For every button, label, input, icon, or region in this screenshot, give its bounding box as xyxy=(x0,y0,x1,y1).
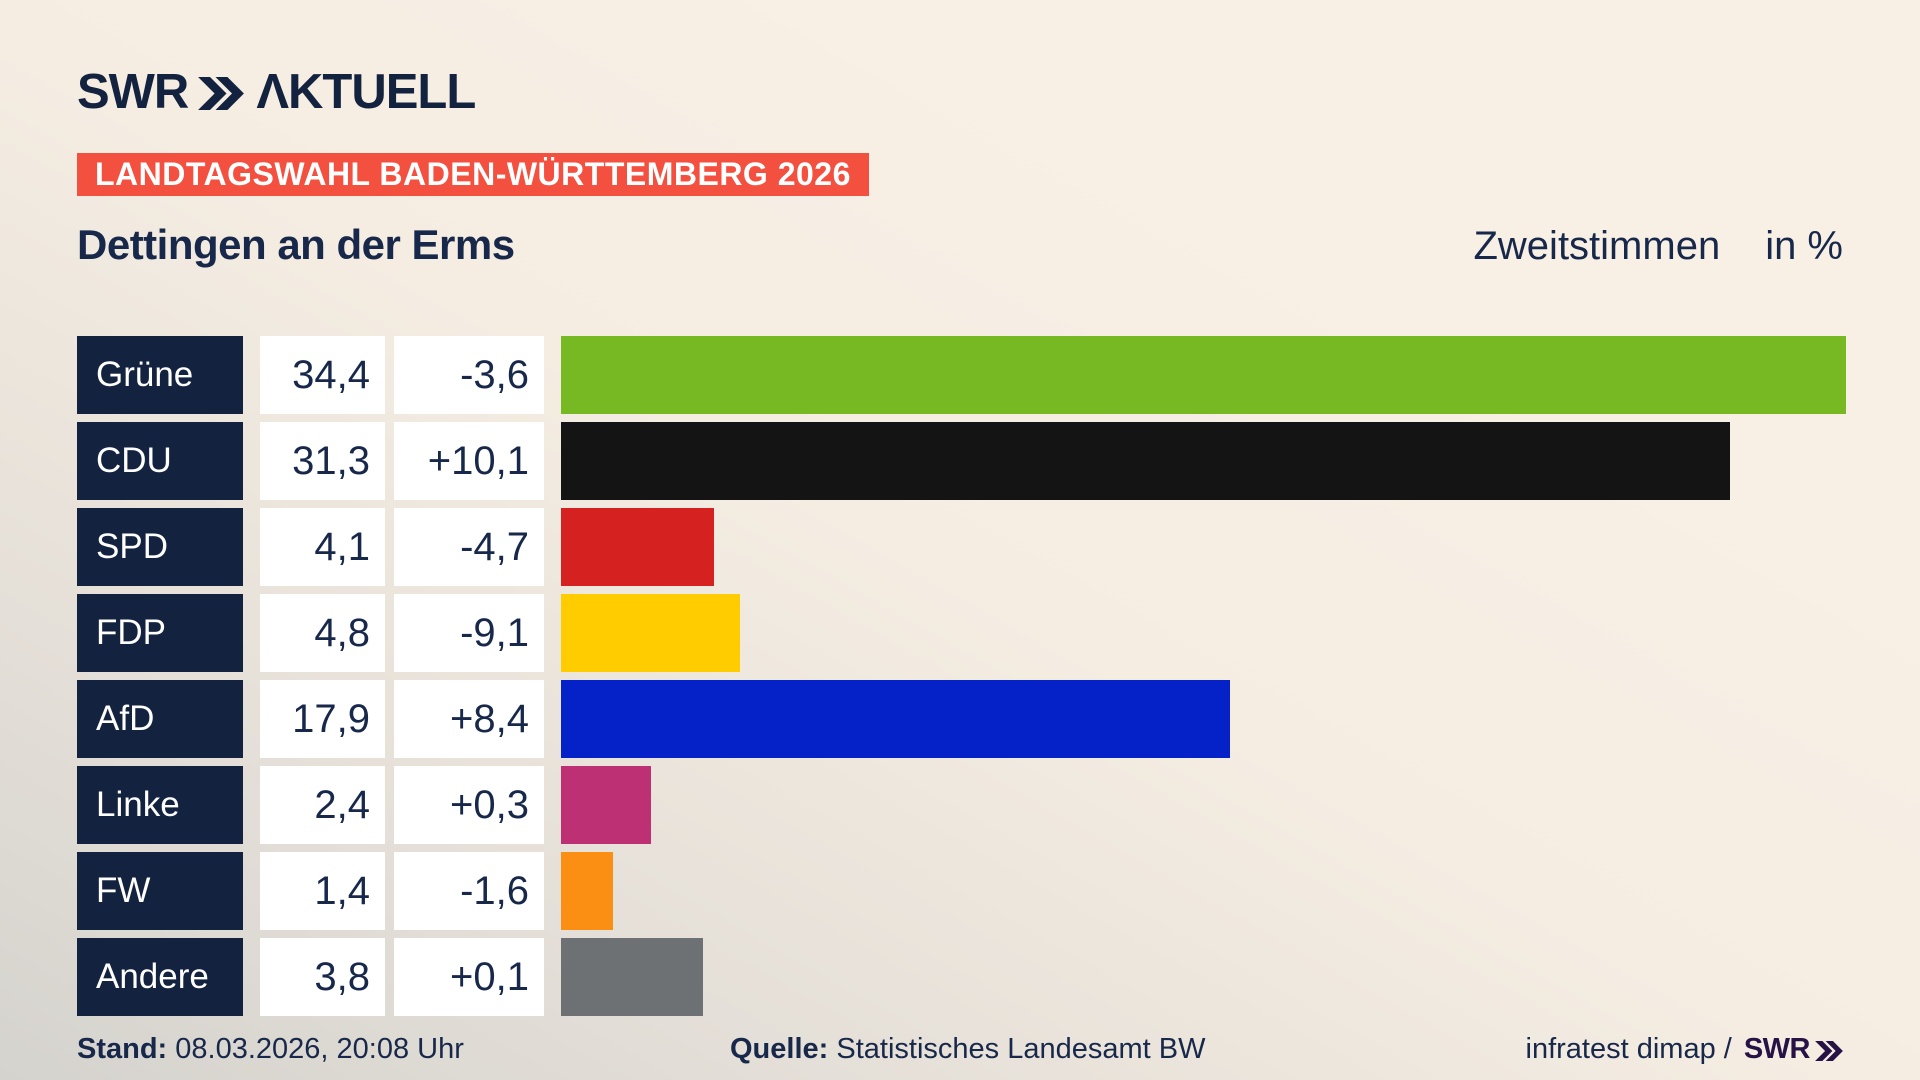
election-banner: LANDTAGSWAHL BADEN-WÜRTTEMBERG 2026 xyxy=(77,153,869,196)
party-change-box: +0,1 xyxy=(394,938,544,1016)
party-label-box: CDU xyxy=(77,422,243,500)
party-value-box: 34,4 xyxy=(260,336,385,414)
party-row: CDU 31,3 +10,1 xyxy=(77,422,1867,500)
party-label-box: AfD xyxy=(77,680,243,758)
party-change: -3,6 xyxy=(460,352,529,397)
party-value-box: 3,8 xyxy=(260,938,385,1016)
party-label-box: FW xyxy=(77,852,243,930)
party-bar-track xyxy=(561,422,1867,500)
party-bar-track xyxy=(561,680,1867,758)
party-change-box: -9,1 xyxy=(394,594,544,672)
party-change: +8,4 xyxy=(450,696,529,741)
party-label: FDP xyxy=(96,613,166,652)
stand-label: Stand: xyxy=(77,1033,168,1065)
party-label-box: Andere xyxy=(77,938,243,1016)
party-bar-track xyxy=(561,336,1867,414)
party-change-box: -3,6 xyxy=(394,336,544,414)
party-bar xyxy=(561,508,714,586)
party-bar xyxy=(561,336,1846,414)
double-chevron-right-icon xyxy=(1810,1039,1843,1061)
party-bar-track xyxy=(561,938,1867,1016)
swr-credit-text: SWR xyxy=(1743,1033,1811,1065)
party-bar xyxy=(561,422,1730,500)
party-bar xyxy=(561,938,703,1016)
vote-type-title: Zweitstimmen in % xyxy=(1473,224,1843,269)
results-bar-chart: Grüne 34,4 -3,6 CDU 31,3 +10,1 SPD 4,1 xyxy=(77,336,1867,1024)
party-value: 31,3 xyxy=(292,438,370,483)
party-row: FDP 4,8 -9,1 xyxy=(77,594,1867,672)
stand-value: 08.03.2026, 20:08 Uhr xyxy=(175,1033,464,1065)
party-label: SPD xyxy=(96,527,168,566)
party-label-box: Linke xyxy=(77,766,243,844)
party-label-box: FDP xyxy=(77,594,243,672)
party-bar xyxy=(561,852,613,930)
unit-label: in % xyxy=(1765,224,1843,268)
party-value: 4,1 xyxy=(314,524,370,569)
party-row: Andere 3,8 +0,1 xyxy=(77,938,1867,1016)
party-row: SPD 4,1 -4,7 xyxy=(77,508,1867,586)
credit-text: infratest dimap / xyxy=(1525,1033,1732,1065)
party-row: AfD 17,9 +8,4 xyxy=(77,680,1867,758)
party-change: -1,6 xyxy=(460,868,529,913)
party-label: FW xyxy=(96,871,151,910)
party-value-box: 4,8 xyxy=(260,594,385,672)
party-change-box: -4,7 xyxy=(394,508,544,586)
party-bar xyxy=(561,594,740,672)
party-bar-track xyxy=(561,766,1867,844)
party-value: 34,4 xyxy=(292,352,370,397)
party-row: FW 1,4 -1,6 xyxy=(77,852,1867,930)
party-row: Grüne 34,4 -3,6 xyxy=(77,336,1867,414)
party-change-box: +0,3 xyxy=(394,766,544,844)
party-value: 3,8 xyxy=(314,954,370,999)
party-row: Linke 2,4 +0,3 xyxy=(77,766,1867,844)
party-label: AfD xyxy=(96,699,155,738)
party-value-box: 31,3 xyxy=(260,422,385,500)
party-value: 17,9 xyxy=(292,696,370,741)
party-label: Grüne xyxy=(96,355,194,394)
party-bar-track xyxy=(561,852,1867,930)
party-value-box: 17,9 xyxy=(260,680,385,758)
party-value: 1,4 xyxy=(314,868,370,913)
title-row: Dettingen an der Erms Zweitstimmen in % xyxy=(77,221,1843,269)
swr-credit-logo: SWR xyxy=(1744,1033,1843,1066)
aktuell-logo-text: ΛKTUELL xyxy=(256,65,476,119)
vote-type-label: Zweitstimmen xyxy=(1473,224,1721,268)
party-label: Linke xyxy=(96,785,180,824)
party-label-box: Grüne xyxy=(77,336,243,414)
party-change: -9,1 xyxy=(460,610,529,655)
party-value: 2,4 xyxy=(314,782,370,827)
party-bar-track xyxy=(561,508,1867,586)
source-value: Statistisches Landesamt BW xyxy=(836,1033,1206,1065)
party-change: +10,1 xyxy=(427,438,529,483)
party-change: +0,3 xyxy=(450,782,529,827)
source-label: Quelle: xyxy=(730,1033,829,1065)
municipality-title: Dettingen an der Erms xyxy=(77,221,515,268)
source-info: Quelle: Statistisches Landesamt BW xyxy=(730,1033,1205,1066)
stand-info: Stand: 08.03.2026, 20:08 Uhr xyxy=(77,1033,464,1066)
party-change: +0,1 xyxy=(450,954,529,999)
swr-logo-text: SWR xyxy=(77,65,189,119)
credit-info: infratest dimap / SWR xyxy=(1526,1033,1844,1066)
party-value-box: 2,4 xyxy=(260,766,385,844)
party-label: CDU xyxy=(96,441,172,480)
party-bar xyxy=(561,766,651,844)
party-value-box: 1,4 xyxy=(260,852,385,930)
party-bar xyxy=(561,680,1230,758)
party-change: -4,7 xyxy=(460,524,529,569)
party-change-box: +10,1 xyxy=(394,422,544,500)
party-label-box: SPD xyxy=(77,508,243,586)
double-chevron-right-icon xyxy=(198,76,245,110)
party-value: 4,8 xyxy=(314,610,370,655)
party-value-box: 4,1 xyxy=(260,508,385,586)
party-change-box: +8,4 xyxy=(394,680,544,758)
party-label: Andere xyxy=(96,957,209,996)
swr-aktuell-logo: SWR ΛKTUELL xyxy=(77,64,476,120)
party-bar-track xyxy=(561,594,1867,672)
party-change-box: -1,6 xyxy=(394,852,544,930)
